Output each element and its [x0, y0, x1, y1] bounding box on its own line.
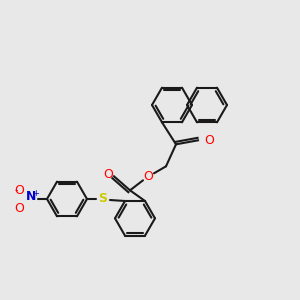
- Text: O: O: [143, 170, 153, 183]
- Text: N: N: [26, 190, 36, 203]
- Text: +: +: [33, 188, 39, 197]
- Text: O: O: [204, 134, 214, 147]
- Text: O: O: [103, 168, 113, 181]
- Text: O: O: [14, 202, 24, 214]
- Text: -: -: [14, 185, 18, 195]
- Text: S: S: [98, 193, 107, 206]
- Text: O: O: [14, 184, 24, 196]
